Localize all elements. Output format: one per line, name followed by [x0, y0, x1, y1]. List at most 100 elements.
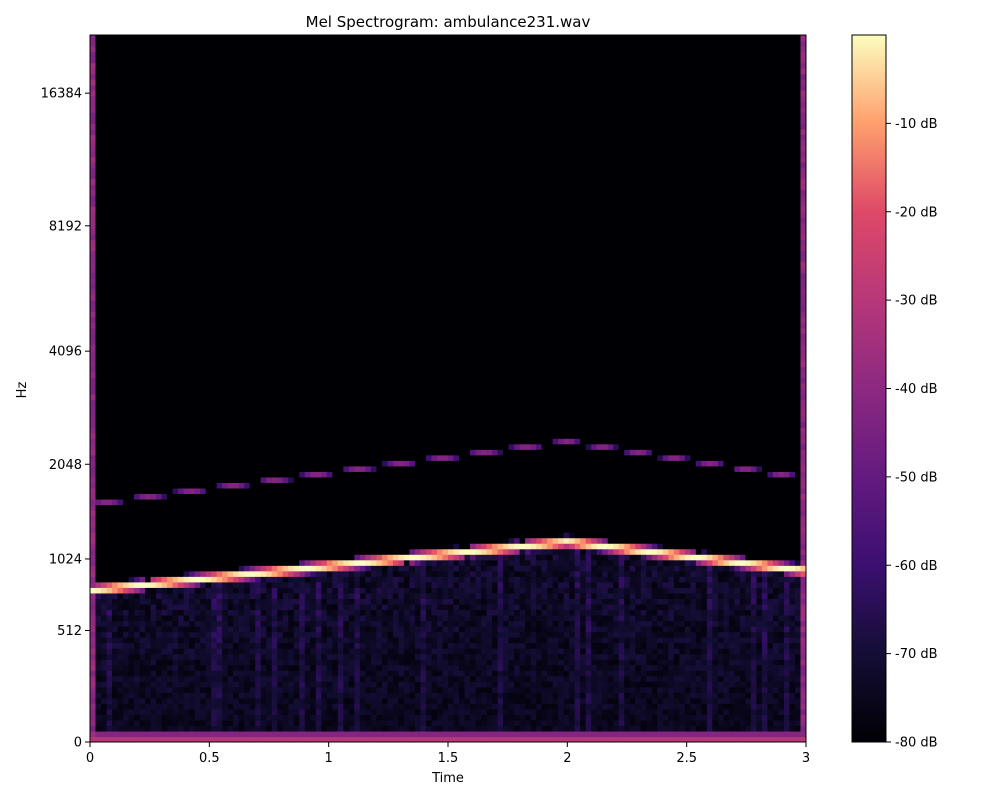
heatmap-cell [95, 178, 102, 185]
heatmap-cell [205, 73, 212, 80]
heatmap-cell [277, 189, 284, 196]
heatmap-cell [178, 35, 185, 42]
heatmap-cell [266, 316, 273, 323]
heatmap-cell [255, 637, 262, 644]
heatmap-cell [106, 327, 113, 334]
heatmap-cell [244, 150, 251, 158]
heatmap-cell [277, 322, 284, 329]
heatmap-cell [299, 338, 306, 345]
heatmap-cell [277, 642, 284, 649]
heatmap-cell [277, 587, 284, 594]
heatmap-cell [299, 162, 306, 169]
heatmap-cell [156, 730, 163, 738]
heatmap-cell [211, 487, 218, 495]
heatmap-cell [117, 714, 124, 721]
heatmap-cell [134, 653, 141, 660]
heatmap-cell [194, 432, 201, 439]
heatmap-cell [106, 382, 113, 390]
heatmap-cell [95, 355, 102, 362]
heatmap-cell [134, 377, 141, 384]
heatmap-cell [282, 95, 289, 102]
heatmap-cell [211, 366, 218, 373]
heatmap-cell [128, 692, 135, 699]
heatmap-cell [299, 51, 306, 58]
heatmap-cell [288, 239, 295, 246]
heatmap-cell [249, 719, 256, 727]
heatmap-cell [128, 465, 135, 472]
heatmap-cell [222, 449, 229, 456]
heatmap-cell [222, 57, 229, 64]
heatmap-cell [161, 548, 168, 555]
heatmap-cell [145, 719, 152, 727]
heatmap-cell [150, 128, 157, 136]
heatmap-cell [106, 410, 113, 417]
heatmap-cell [161, 603, 168, 611]
heatmap-cell [222, 736, 229, 742]
heatmap-cell [117, 206, 124, 213]
heatmap-cell [293, 614, 300, 622]
heatmap-cell [90, 581, 97, 588]
heatmap-cell [189, 311, 196, 318]
heatmap-cell [172, 222, 179, 229]
heatmap-cell [227, 206, 234, 213]
heatmap-cell [299, 493, 306, 500]
heatmap-cell [112, 554, 119, 561]
heatmap-cell [90, 200, 97, 207]
heatmap-cell [227, 454, 234, 461]
heatmap-cell [156, 670, 163, 677]
heatmap-cell [167, 405, 174, 412]
heatmap-cell [134, 493, 141, 500]
heatmap-cell [277, 443, 284, 450]
heatmap-cell [117, 195, 124, 202]
heatmap-cell [95, 504, 102, 511]
heatmap-cell [255, 521, 262, 528]
heatmap-cell [227, 239, 234, 246]
heatmap-cell [112, 504, 119, 511]
heatmap-cell [255, 410, 262, 417]
heatmap-cell [255, 620, 262, 627]
heatmap-cell [134, 222, 141, 229]
heatmap-cell [117, 603, 124, 611]
heatmap-cell [238, 631, 245, 638]
heatmap-cell [189, 648, 196, 655]
heatmap-cell [167, 487, 174, 495]
heatmap-cell [282, 371, 289, 379]
heatmap-cell [183, 222, 190, 229]
heatmap-cell [299, 128, 306, 136]
heatmap-cell [167, 360, 174, 367]
heatmap-cell [244, 173, 251, 180]
heatmap-cell [150, 642, 157, 649]
heatmap-cell [167, 587, 174, 594]
heatmap-cell [167, 322, 174, 329]
heatmap-cell [172, 626, 179, 633]
heatmap-cell [183, 90, 190, 97]
heatmap-cell [90, 642, 97, 649]
heatmap-cell [205, 101, 212, 108]
heatmap-cell [216, 626, 223, 633]
heatmap-cell [266, 399, 273, 406]
heatmap-cell [194, 40, 201, 47]
heatmap-cell [288, 316, 295, 323]
heatmap-cell [95, 670, 102, 677]
heatmap-cell [227, 670, 234, 677]
heatmap-cell [183, 322, 190, 329]
heatmap-cell [299, 217, 306, 224]
heatmap-cell [277, 145, 284, 152]
heatmap-cell [106, 123, 113, 130]
heatmap-cell [90, 239, 97, 246]
heatmap-cell [145, 438, 152, 445]
heatmap-cell [238, 255, 245, 263]
heatmap-cell [101, 460, 108, 467]
heatmap-cell [161, 349, 168, 356]
heatmap-cell [277, 51, 284, 58]
heatmap-cell [90, 443, 97, 450]
heatmap-cell [128, 195, 135, 202]
heatmap-cell [194, 697, 201, 704]
heatmap-cell [227, 244, 234, 252]
heatmap-cell [95, 581, 102, 588]
heatmap-cell [123, 714, 130, 721]
heatmap-cell [233, 487, 240, 495]
heatmap-cell [266, 211, 273, 218]
heatmap-cell [216, 311, 223, 318]
heatmap-cell [106, 565, 113, 572]
